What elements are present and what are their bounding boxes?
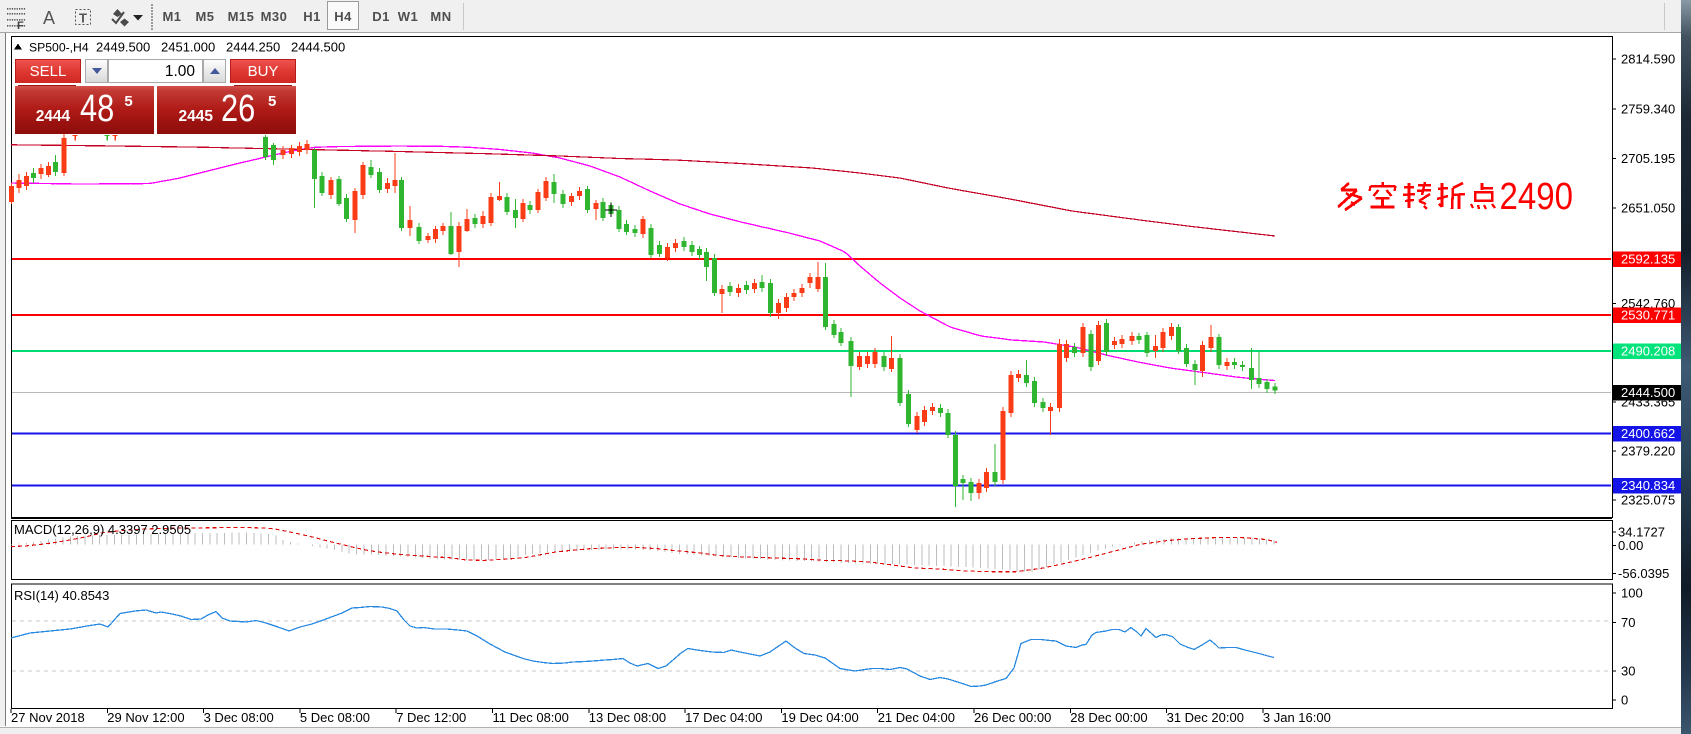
svg-text:31 Dec 20:00: 31 Dec 20:00 <box>1167 710 1244 725</box>
svg-text:2444.500: 2444.500 <box>1621 385 1675 400</box>
svg-text:27 Nov 2018: 27 Nov 2018 <box>11 710 85 725</box>
svg-text:7 Dec 12:00: 7 Dec 12:00 <box>396 710 466 725</box>
svg-text:3 Dec 08:00: 3 Dec 08:00 <box>204 710 274 725</box>
svg-text:5 Dec 08:00: 5 Dec 08:00 <box>300 710 370 725</box>
svg-text:2451.000: 2451.000 <box>161 40 215 55</box>
svg-text:28 Dec 00:00: 28 Dec 00:00 <box>1070 710 1147 725</box>
svg-text:21 Dec 04:00: 21 Dec 04:00 <box>878 710 955 725</box>
svg-text:2592.135: 2592.135 <box>1621 252 1675 267</box>
svg-text:MACD(12,26,9) 4.3397 2.9505: MACD(12,26,9) 4.3397 2.9505 <box>14 522 191 537</box>
svg-text:2542.760: 2542.760 <box>1621 296 1675 311</box>
svg-text:30: 30 <box>1621 664 1635 679</box>
svg-text:2400.662: 2400.662 <box>1621 426 1675 441</box>
svg-text:17 Dec 04:00: 17 Dec 04:00 <box>685 710 762 725</box>
svg-text:A: A <box>43 8 55 28</box>
svg-text:2325.075: 2325.075 <box>1621 493 1675 508</box>
svg-text:2340.834: 2340.834 <box>1621 478 1675 493</box>
svg-text:SP500-,H4: SP500-,H4 <box>29 41 89 55</box>
svg-text:34.1727: 34.1727 <box>1618 525 1665 540</box>
svg-text:2444.250: 2444.250 <box>226 40 280 55</box>
svg-text:3 Jan 16:00: 3 Jan 16:00 <box>1263 710 1331 725</box>
svg-text:2759.340: 2759.340 <box>1621 102 1675 117</box>
svg-text:13 Dec 08:00: 13 Dec 08:00 <box>589 710 666 725</box>
svg-text:26 Dec 00:00: 26 Dec 00:00 <box>974 710 1051 725</box>
svg-text:F: F <box>17 20 24 32</box>
svg-text:2530.771: 2530.771 <box>1621 308 1675 323</box>
svg-text:2705.195: 2705.195 <box>1621 151 1675 166</box>
svg-text:T: T <box>79 11 87 26</box>
svg-text:100: 100 <box>1621 586 1643 601</box>
svg-text:2490: 2490 <box>1500 175 1574 218</box>
svg-text:0.00: 0.00 <box>1618 538 1643 553</box>
svg-text:-56.0395: -56.0395 <box>1618 566 1669 581</box>
svg-text:29 Nov 12:00: 29 Nov 12:00 <box>107 710 184 725</box>
svg-text:11 Dec 08:00: 11 Dec 08:00 <box>493 710 569 725</box>
svg-text:70: 70 <box>1621 615 1635 630</box>
svg-text:2490.208: 2490.208 <box>1621 344 1675 359</box>
svg-text:0: 0 <box>1621 693 1628 708</box>
svg-text:2449.500: 2449.500 <box>96 40 150 55</box>
svg-text:2651.050: 2651.050 <box>1621 201 1675 216</box>
svg-text:2814.590: 2814.590 <box>1621 52 1675 67</box>
svg-text:RSI(14) 40.8543: RSI(14) 40.8543 <box>14 588 109 603</box>
svg-text:2444.500: 2444.500 <box>291 40 345 55</box>
svg-text:19 Dec 04:00: 19 Dec 04:00 <box>781 710 858 725</box>
svg-text:2379.220: 2379.220 <box>1621 444 1675 459</box>
